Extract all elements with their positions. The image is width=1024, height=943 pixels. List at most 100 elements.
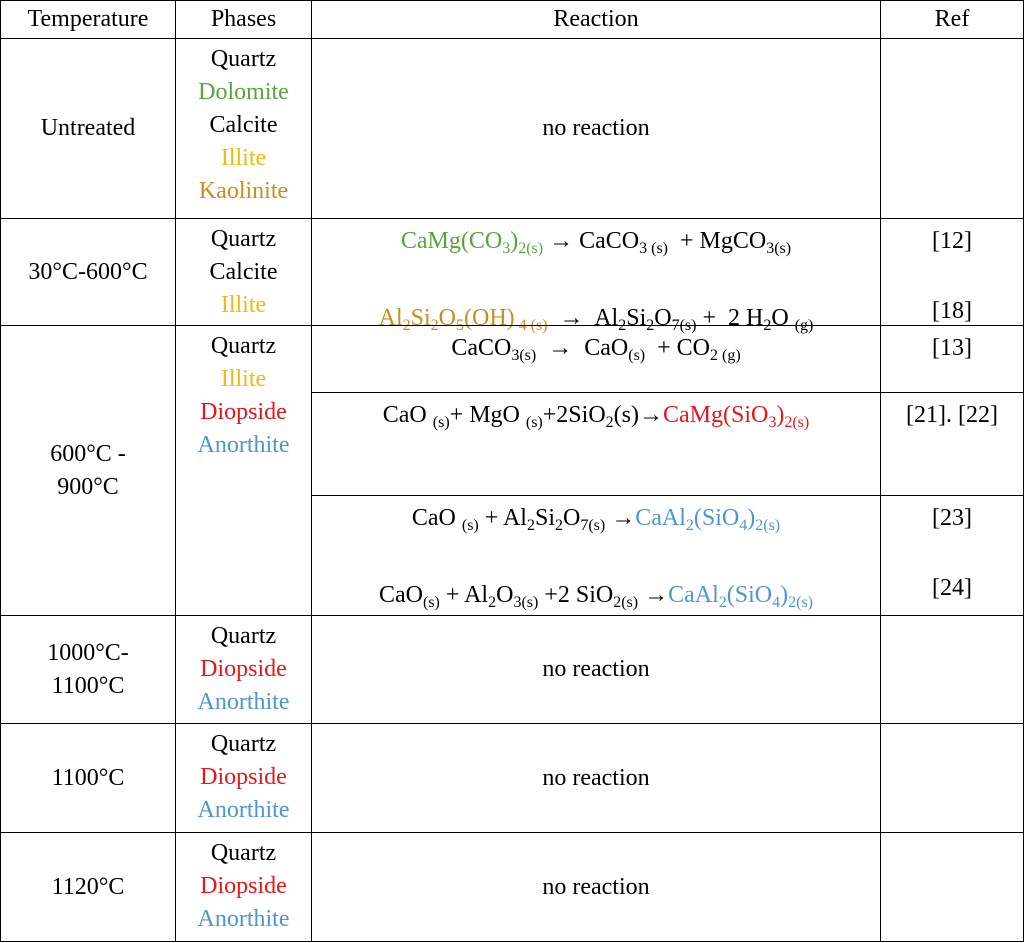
formula-text: ) (747, 505, 756, 531)
reaction-cell: CaO (s)+ MgO (s)+2SiO2(s)→CaMg(SiO3)2(s) (311, 392, 881, 496)
phase-name: Quartz (210, 731, 277, 757)
phase-name: Diopside (200, 656, 287, 682)
formula-text: ) (780, 582, 789, 608)
phase-name: Quartz (210, 623, 277, 649)
subscript: 3(s) (511, 347, 537, 364)
formula-text: no reaction (542, 873, 650, 900)
subscript: 2(s) (518, 240, 544, 257)
formula-text: Al (378, 305, 403, 331)
formula-text: O (562, 505, 581, 531)
ref-cell (880, 615, 1024, 724)
reaction-cell: no reaction (311, 832, 881, 942)
formula-text: (SiO (726, 582, 773, 608)
phase-name: Quartz (210, 46, 277, 72)
formula-text: (SiO (693, 505, 740, 531)
ref-cell (880, 832, 1024, 942)
phases-cell: Quartz Diopside Anorthite (175, 615, 312, 724)
formula-text: (OH) (464, 305, 515, 331)
phase-name: Anorthite (197, 797, 290, 823)
temperature-cell: 1000°C- 1100°C (0, 615, 176, 724)
header-cell: Reaction (311, 0, 881, 39)
temperature-text: 1100°C (51, 764, 125, 791)
temperature-text: Untreated (40, 115, 136, 141)
subscript: 2(s) (788, 594, 814, 611)
formula-text: → CaO (536, 335, 629, 361)
formula-text: no reaction (542, 764, 650, 791)
formula-text: + MgCO (668, 228, 767, 254)
subscript: 2 (605, 414, 614, 431)
formula-text: CaMg(CO (400, 228, 503, 254)
formula-text: no reaction (542, 656, 650, 682)
phase-name: Kaolinite (198, 178, 289, 204)
temperature-cell: 1100°C (0, 723, 176, 833)
reference: [13] (932, 335, 972, 361)
phase-name: Calcite (209, 259, 278, 285)
reaction-cell: no reaction (311, 615, 881, 724)
temperature-cell: 600°C - 900°C (0, 325, 176, 616)
phase-name: Quartz (210, 840, 277, 866)
header-text: Ref (934, 6, 970, 32)
phase-name: Dolomite (198, 79, 289, 105)
formula-text: CaAl (668, 582, 719, 608)
temperature-cell: Untreated (0, 38, 176, 219)
formula-text: ) (510, 228, 519, 254)
reaction-equation: CaMg(CO3)2(s) → CaCO3 (s) + MgCO3(s) (401, 225, 791, 265)
reaction-cell: CaMg(CO3)2(s) → CaCO3 (s) + MgCO3(s) Al2S… (311, 218, 881, 334)
phase-name: Anorthite (197, 906, 290, 932)
phase-name: Calcite (209, 112, 278, 138)
formula-text: O (496, 582, 514, 608)
formula-text: CaMg(SiO (662, 402, 769, 428)
phases-cell: Quartz Dolomite Calcite Illite Kaolinite (175, 38, 312, 219)
phases-cell: Quartz Illite Diopside Anorthite (175, 325, 312, 616)
formula-text: Si (410, 305, 431, 331)
reaction-equation: CaO(s) + Al2O3(s) +2 SiO2(s) →CaAl2(SiO4… (379, 579, 813, 619)
formula-text: + CO (645, 335, 710, 361)
phase-name: Diopside (200, 399, 287, 425)
reference: [18] (932, 298, 972, 324)
formula-text: (s)→ (613, 402, 663, 428)
subscript: 4 (739, 517, 748, 534)
formula-text: O (654, 305, 672, 331)
formula-text: CaAl (635, 505, 686, 531)
formula-text: Si (626, 305, 647, 331)
reaction-equation: CaCO3(s) → CaO(s) + CO2 (g) (451, 332, 740, 372)
subscript: 2 (685, 517, 694, 534)
header-cell: Ref (880, 0, 1024, 39)
subscript: (s) (461, 517, 479, 534)
subscript: 2 (718, 594, 727, 611)
subscript: 2(s) (755, 517, 781, 534)
formula-text: → Al (547, 305, 619, 331)
phase-name: Illite (220, 366, 267, 392)
phase-name: Illite (220, 292, 267, 318)
subscript: (s) (628, 347, 646, 364)
temperature-text: 1000°C- (47, 639, 129, 666)
header-text: Reaction (553, 6, 639, 32)
temperature-text: 30°C-600°C (28, 258, 148, 285)
subscript: 7(s) (580, 517, 606, 534)
ref-cell (880, 723, 1024, 833)
ref-cell: [23] [24] (880, 495, 1024, 616)
phase-name: Anorthite (197, 432, 290, 458)
ref-cell: [12] [18] (880, 218, 1024, 326)
reaction-equation: no reaction (542, 871, 649, 904)
subscript: 3(s) (766, 240, 792, 257)
reference: [24] (932, 575, 972, 601)
formula-text: → (605, 505, 636, 531)
header-cell: Phases (175, 0, 312, 39)
temperature-text: 1120°C (51, 873, 125, 900)
reaction-equation: CaO (s)+ MgO (s)+2SiO2(s)→CaMg(SiO3)2(s) (383, 399, 809, 439)
formula-text: ) (776, 402, 785, 428)
formula-text: O (438, 305, 456, 331)
subscript: 2 (488, 594, 497, 611)
formula-text: + 2 H (696, 305, 764, 331)
formula-text: + Al (439, 582, 489, 608)
subscript: 2 (526, 517, 535, 534)
subscript: 3 (502, 240, 511, 257)
subscript: 2 (g) (710, 347, 741, 364)
formula-text: +2 SiO (538, 582, 614, 608)
reaction-cell: CaCO3(s) → CaO(s) + CO2 (g) (311, 325, 881, 393)
subscript: (s) (525, 414, 543, 431)
phase-name: Diopside (200, 764, 287, 790)
reaction-equation: no reaction (542, 112, 649, 145)
formula-text: Si (534, 505, 555, 531)
